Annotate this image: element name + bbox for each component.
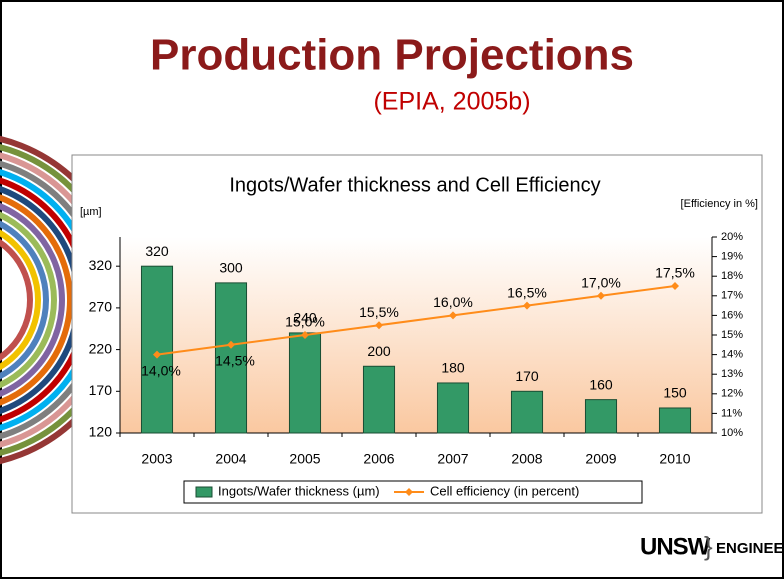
legend-label: Ingots/Wafer thickness (µm) (218, 483, 380, 498)
legend-swatch (196, 487, 212, 497)
y2-tick-label: 15% (721, 329, 743, 341)
y2-tick-label: 16% (721, 309, 743, 321)
x-tick-label: 2008 (511, 451, 542, 467)
x-tick-label: 2004 (215, 451, 246, 467)
logo-brace: } (704, 531, 713, 561)
logo: ENGINEERING (716, 540, 784, 557)
line-value-label: 14,0% (141, 362, 181, 378)
x-tick-label: 2007 (437, 451, 468, 467)
bar (363, 366, 394, 433)
y-tick-label: 320 (89, 257, 113, 273)
y2-tick-label: 11% (721, 407, 742, 419)
bar (289, 333, 320, 433)
line-value-label: 17,5% (655, 265, 695, 281)
bar-value-label: 320 (145, 243, 169, 259)
y2-tick-label: 18% (721, 270, 743, 282)
bar (437, 383, 468, 433)
bar (585, 400, 616, 433)
bar-value-label: 170 (515, 368, 539, 384)
y2-tick-label: 10% (721, 427, 743, 439)
slide-title: Production Projections (150, 31, 634, 80)
logo: UNSW (640, 533, 711, 560)
y2-tick-label: 20% (721, 231, 743, 243)
y-tick-label: 270 (89, 299, 113, 315)
y2-axis-label: [Efficiency in %] (681, 198, 758, 210)
x-tick-label: 2003 (141, 451, 172, 467)
y2-tick-label: 13% (721, 368, 743, 380)
x-tick-label: 2006 (363, 451, 394, 467)
y2-tick-label: 14% (721, 349, 743, 361)
y-tick-label: 220 (89, 340, 113, 356)
y-axis-label: [µm] (80, 206, 102, 218)
bar (511, 391, 542, 433)
bar (141, 266, 172, 433)
bar-value-label: 200 (367, 343, 391, 359)
line-value-label: 15,5% (359, 304, 399, 320)
y2-tick-label: 12% (721, 388, 743, 400)
x-tick-label: 2010 (659, 451, 690, 467)
bar-value-label: 160 (589, 376, 613, 392)
x-tick-label: 2009 (585, 451, 616, 467)
y-tick-label: 170 (89, 382, 113, 398)
chart-title: Ingots/Wafer thickness and Cell Efficien… (229, 174, 600, 196)
plot-area (120, 237, 712, 433)
y2-tick-label: 17% (721, 290, 743, 302)
line-value-label: 16,5% (507, 284, 547, 300)
line-value-label: 16,0% (433, 294, 473, 310)
slide: Production Projections (EPIA, 2005b) Ing… (0, 0, 784, 579)
bar-value-label: 300 (219, 260, 243, 276)
x-tick-label: 2005 (289, 451, 320, 467)
legend-label: Cell efficiency (in percent) (430, 483, 579, 498)
line-value-label: 17,0% (581, 275, 621, 291)
line-value-label: 14,5% (215, 353, 255, 369)
y2-tick-label: 19% (721, 251, 743, 263)
y-tick-label: 120 (89, 424, 113, 440)
line-value-label: 15,0% (285, 314, 325, 330)
bar (659, 408, 690, 433)
slide-subtitle: (EPIA, 2005b) (373, 88, 530, 116)
bar-value-label: 180 (441, 360, 465, 376)
bar-value-label: 150 (663, 385, 687, 401)
